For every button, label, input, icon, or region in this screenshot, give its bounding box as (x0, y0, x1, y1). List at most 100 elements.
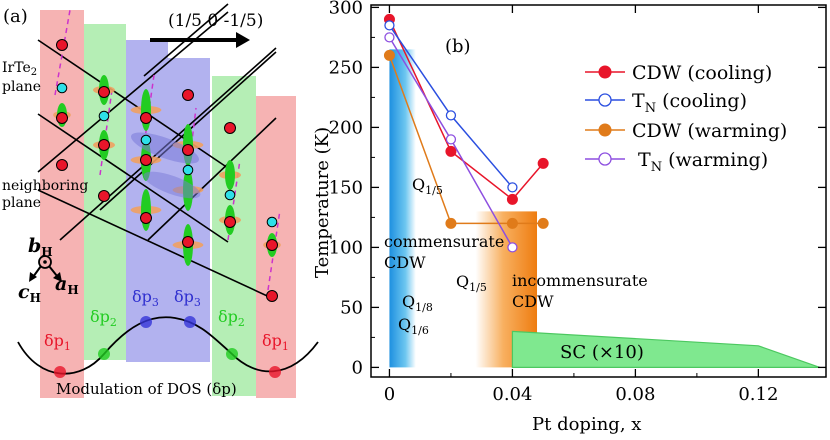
lattice-bond-1 (37, 113, 229, 243)
annot-q15-a: Q1/5 (412, 175, 443, 197)
legend-marker-4 (598, 152, 612, 166)
svg-text:bH: bH (28, 235, 53, 259)
y-tick-label-2: 100 (329, 237, 363, 258)
legend-label-2: TN (cooling) (632, 90, 747, 116)
orbital-green-3 (141, 89, 151, 131)
svg-text:cH: cH (18, 281, 41, 305)
dos-wave (17, 316, 319, 375)
annot-q18: Q1/8 (402, 292, 433, 314)
direction-arrowhead (236, 32, 250, 48)
annot-comm-cdw: CDW (384, 253, 426, 272)
te-atom-2 (140, 134, 152, 146)
plane-label: IrTe2 (2, 60, 37, 78)
direction-label: (1/5 0 -1/5) (168, 11, 263, 31)
data-series (383, 13, 549, 253)
ir-atom-5 (98, 190, 110, 202)
ir-atom-9 (182, 89, 194, 101)
dp-label-3: δp3 (132, 287, 159, 309)
series-1-point-1 (445, 110, 457, 121)
dos-dot-4 (184, 316, 196, 328)
te-atom-1 (98, 110, 110, 122)
axis-a: a (55, 273, 67, 295)
ir-atom-2 (56, 159, 68, 171)
charge-cloud-2 (143, 171, 201, 199)
series-2-point-0 (383, 49, 395, 61)
ir-atom-3 (98, 86, 110, 98)
ir-atom-10 (182, 144, 194, 156)
ir-atom-4 (98, 139, 110, 151)
te-atom-5 (266, 216, 278, 228)
y-tick-label-6: 300 (329, 0, 363, 18)
y-tick-label-0: 0 (352, 357, 363, 378)
series-line-2 (388, 55, 544, 225)
x-tick-label-3: 0.12 (738, 384, 778, 405)
dp-label-5: δp2 (218, 307, 245, 329)
legend-label-3: CDW (warming) (632, 120, 787, 142)
orbital-green-9 (225, 160, 235, 190)
series-2-point-3 (537, 217, 549, 229)
ir-atom-13 (224, 216, 236, 228)
legend-marker-2 (598, 93, 612, 107)
series-line-0 (388, 19, 544, 201)
panel-b-label: (b) (445, 36, 471, 57)
legend-marker-1 (598, 65, 612, 79)
dp-label-6: δp1 (262, 331, 289, 353)
dos-dot-5 (226, 348, 238, 360)
ir-atom-7 (140, 154, 152, 166)
axis-ticks: 0 0.04 0.08 0.12 0 50 100 150 200 250 300 (329, 0, 826, 405)
x-tick-label-1: 0.04 (492, 384, 532, 405)
series-1-point-2 (507, 182, 518, 193)
legend-label-1: CDW (cooling) (632, 62, 772, 84)
lattice-bond-2 (37, 189, 277, 301)
y-tick-label-1: 50 (340, 297, 363, 318)
x-tick-label-2: 0.08 (615, 384, 655, 405)
te-atom-3 (182, 164, 194, 176)
neighbor-label: neighboring (2, 178, 88, 194)
panel-a-label: (a) (3, 6, 28, 27)
dp-label-4: δp3 (174, 287, 201, 309)
annot-sc: SC (×10) (560, 342, 644, 363)
legend-label-4: TN (warming) (632, 149, 768, 175)
series-3-point-2 (507, 242, 518, 253)
plane-label-2: plane (2, 79, 41, 95)
dos-dot-1 (54, 366, 66, 378)
legend: CDW (cooling) TN (cooling) CDW (warming)… (585, 62, 787, 175)
panel-b: 0 0.04 0.08 0.12 0 50 100 150 200 250 300 (b) Pt d… (312, 0, 827, 435)
axes-glyph: bH cH aH (18, 235, 79, 305)
series-0-point-3 (537, 157, 549, 169)
dos-dot-6 (269, 366, 281, 378)
annot-q15-b: Q1/5 (456, 272, 487, 294)
te-atom-4 (224, 189, 236, 201)
ir-atom-8 (140, 212, 152, 224)
ir-atom-12 (224, 122, 236, 134)
y-tick-label-3: 150 (329, 177, 363, 198)
dp-label-1: δp1 (44, 331, 71, 353)
dos-dot-2 (98, 348, 110, 360)
panel-a: (1/5 0 -1/5) (a) IrTe2 plane neighboring… (2, 3, 319, 398)
annot-incomm-cdw: CDW (512, 292, 554, 311)
ir-atom-11 (182, 236, 194, 248)
dos-caption: Modulation of DOS (δp) (56, 380, 237, 398)
te-atom-0 (56, 82, 68, 94)
orbital-green-5 (141, 189, 151, 231)
legend-marker-3 (598, 123, 612, 137)
ir-atom-6 (140, 112, 152, 124)
y-tick-label-5: 250 (329, 57, 363, 78)
lattice-bond-7 (147, 117, 277, 241)
y-axis-label: Temperature (K) (312, 127, 333, 278)
plot-frame (370, 4, 827, 378)
axis-c: c (18, 281, 30, 303)
series-2-point-2 (506, 217, 518, 229)
region-sc (511, 330, 821, 368)
annot-q16: Q1/6 (398, 315, 429, 337)
series-3-point-0 (384, 32, 395, 43)
dos-dot-3 (140, 316, 152, 328)
series-0-point-2 (506, 193, 518, 205)
series-2-point-1 (445, 217, 457, 229)
ir-atom-1 (56, 112, 68, 124)
ir-atom-15 (266, 290, 278, 302)
ir-atom-14 (266, 239, 278, 251)
neighbor-label-2: plane (2, 195, 41, 211)
region-commensurate (389, 49, 416, 368)
